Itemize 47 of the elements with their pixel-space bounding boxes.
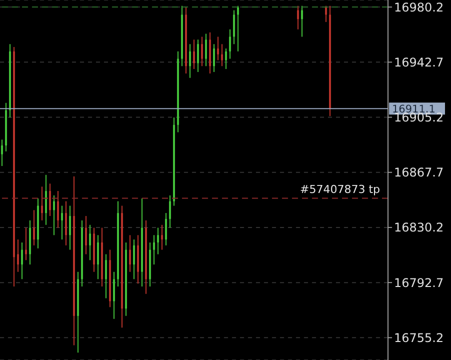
candlestick (169, 194, 171, 228)
candlestick (301, 5, 303, 38)
ref-line-label: #57407873 tp (300, 183, 380, 196)
candlestick (33, 210, 35, 246)
candlestick (161, 224, 163, 250)
candlestick (189, 44, 191, 78)
candlestick (237, 5, 239, 52)
candlestick (105, 254, 107, 299)
candlestick (89, 224, 91, 261)
candlestick (41, 186, 43, 221)
candlestick (65, 200, 67, 246)
candlestick (157, 227, 159, 255)
y-tick-label: 16830.2 (394, 220, 444, 235)
y-tick-label: 16867.7 (394, 166, 444, 180)
y-tick-label: 16942.7 (394, 55, 444, 70)
candlestick (113, 271, 115, 320)
candlestick (197, 39, 199, 72)
candlestick (153, 234, 155, 265)
candlestick (85, 216, 87, 255)
candlestick (217, 36, 219, 61)
candlestick (325, 5, 327, 23)
y-tick-label: 16980.2 (394, 0, 444, 14)
candlestick (213, 44, 215, 72)
candlestick (97, 234, 99, 280)
candlestick (57, 190, 59, 228)
candlestick (165, 212, 167, 246)
candlestick (53, 194, 55, 236)
candlestick (229, 28, 231, 60)
candlestick (221, 44, 223, 67)
candlestick (25, 227, 27, 261)
candlestick (45, 174, 47, 226)
candlestick (297, 5, 299, 30)
candlestick (205, 33, 207, 67)
y-tick-label: 16792.7 (394, 276, 444, 290)
candlestick (193, 39, 195, 70)
candlestick (129, 234, 131, 272)
candlestick (225, 48, 227, 70)
candlestick (133, 239, 135, 280)
y-tick-label: 16755.2 (394, 330, 444, 345)
candlestick (49, 183, 51, 216)
candlestick (69, 205, 71, 250)
candlestick (61, 205, 63, 240)
candlestick (233, 10, 235, 45)
candlestick (17, 239, 19, 272)
candlestick (21, 242, 23, 280)
candlestick (201, 36, 203, 67)
candlestick (1, 139, 3, 167)
